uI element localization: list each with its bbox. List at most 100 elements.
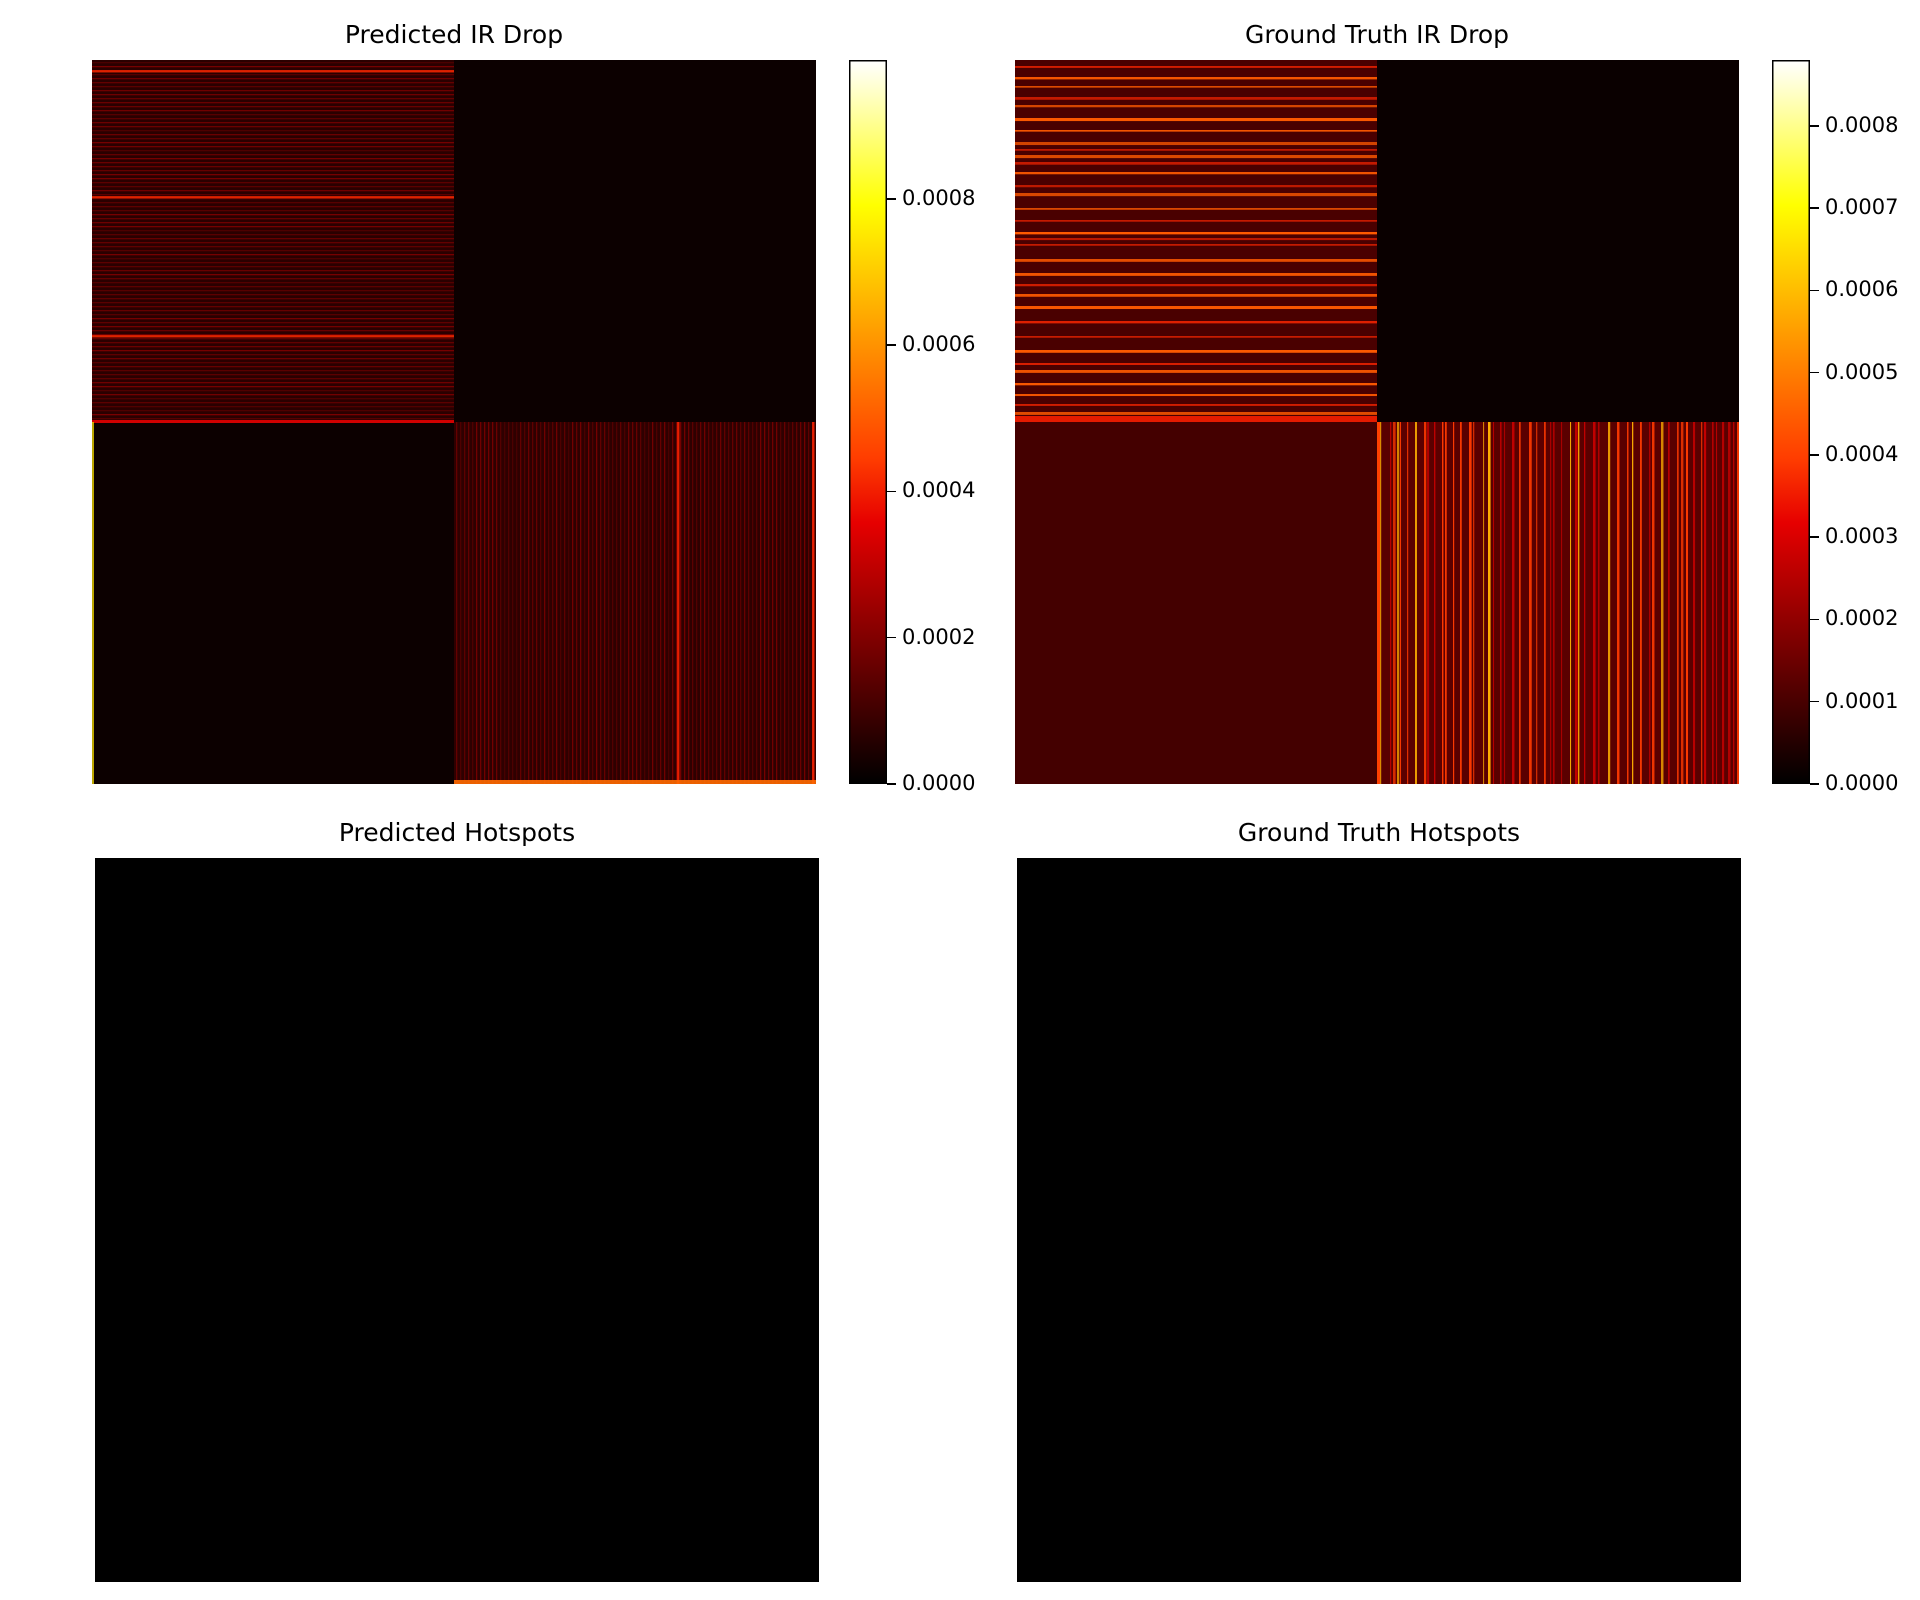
- pred-ir-vband: [768, 422, 770, 784]
- gt-ir-hstripe: [1015, 77, 1377, 80]
- pred-ir-band: [92, 294, 454, 296]
- pred-ir-vband: [656, 422, 658, 784]
- pred-ir-vband: [484, 422, 486, 784]
- pred-ir-vband-strong: [677, 422, 679, 784]
- gt-ir-hstripe: [1015, 208, 1377, 210]
- pred-ir-vband: [504, 422, 506, 784]
- pred-ir-band: [92, 362, 454, 364]
- pred-ir-vband: [680, 422, 682, 784]
- title-ground-truth-hotspots: Ground Truth Hotspots: [1237, 818, 1521, 847]
- pred-ir-vband: [736, 422, 738, 784]
- pred-ir-vband: [552, 422, 554, 784]
- pred-ir-vband: [684, 422, 686, 784]
- gt-ir-hstripe: [1015, 294, 1377, 297]
- gt-ir-vstripe: [1575, 422, 1578, 784]
- pred-ir-band-strong: [92, 71, 454, 73]
- pred-ir-vband-strong: [813, 422, 815, 784]
- gt-ir-hstripe: [1015, 336, 1377, 338]
- gt-ir-vstripe: [1460, 422, 1462, 784]
- colorbar-tick-mark: [1810, 371, 1819, 374]
- pred-ir-vband: [664, 422, 666, 784]
- pred-ir-vband: [560, 422, 562, 784]
- pred-ir-vband: [496, 422, 498, 784]
- colorbar-tick-mark: [887, 198, 896, 200]
- pred-ir-band: [92, 62, 454, 64]
- pred-ir-vband: [728, 422, 730, 784]
- pred-ir-band: [92, 214, 454, 216]
- gt-ir-vstripe: [1553, 422, 1555, 784]
- gt-ir-vstripe: [1427, 422, 1430, 784]
- gt-ir-vstripe: [1469, 422, 1472, 784]
- pred-ir-vband: [760, 422, 762, 784]
- gt-ir-vstripe: [1733, 422, 1735, 784]
- gt-ir-hstripe: [1015, 130, 1377, 132]
- pred-ir-band: [92, 178, 454, 180]
- pred-ir-quadrant-bottom-right: [454, 422, 816, 784]
- pred-ir-band: [92, 390, 454, 392]
- gt-ir-vstripe: [1453, 422, 1455, 784]
- pred-ir-vband: [756, 422, 758, 784]
- pred-ir-vband: [800, 422, 802, 784]
- pred-ir-band: [92, 350, 454, 352]
- pred-ir-vband: [688, 422, 690, 784]
- gt-ir-vstripe: [1407, 422, 1409, 784]
- gt-ir-vstripe: [1434, 422, 1436, 784]
- pred-ir-band: [92, 66, 454, 68]
- pred-ir-vband: [576, 422, 578, 784]
- pred-ir-band: [92, 234, 454, 236]
- pred-ir-bottom-edge: [454, 780, 816, 784]
- gt-ir-hstripe: [1015, 238, 1377, 241]
- pred-ir-vband: [544, 422, 546, 784]
- pred-ir-band: [92, 94, 454, 96]
- pred-ir-vband: [516, 422, 518, 784]
- heatmap-predicted-ir-drop: [92, 60, 816, 784]
- pred-ir-vband: [500, 422, 502, 784]
- pred-ir-vband: [772, 422, 774, 784]
- gt-ir-vstripe: [1652, 422, 1655, 784]
- pred-ir-quadrant-edge: [92, 420, 454, 423]
- pred-ir-band: [92, 250, 454, 252]
- gt-ir-hstripe: [1015, 404, 1377, 406]
- pred-ir-band: [92, 182, 454, 184]
- pred-ir-band: [92, 354, 454, 356]
- pred-ir-band: [92, 186, 454, 188]
- gt-ir-vstripe: [1500, 422, 1502, 784]
- pred-ir-band: [92, 286, 454, 288]
- pred-ir-band: [92, 326, 454, 328]
- pred-ir-vband: [600, 422, 602, 784]
- pred-ir-vband: [592, 422, 594, 784]
- gt-ir-vstripe: [1442, 422, 1444, 784]
- pred-ir-vband: [748, 422, 750, 784]
- gt-ir-hstripe: [1015, 350, 1377, 353]
- pred-ir-left-edge: [92, 422, 94, 784]
- pred-ir-band-strong: [92, 70, 454, 72]
- pred-ir-band: [92, 278, 454, 280]
- pred-ir-vband: [808, 422, 810, 784]
- gt-ir-vstripe: [1681, 422, 1684, 784]
- gt-ir-vstripe: [1512, 422, 1515, 784]
- pred-ir-band: [92, 106, 454, 108]
- pred-ir-vband: [596, 422, 598, 784]
- pred-ir-band: [92, 370, 454, 372]
- gt-ir-vstripe: [1415, 422, 1417, 784]
- colorbar-tick-label: 0.0002: [1825, 606, 1899, 631]
- gt-ir-hstripe: [1015, 232, 1377, 235]
- colorbar-tick-label: 0.0001: [1825, 688, 1899, 713]
- gt-ir-vstripe: [1737, 422, 1739, 784]
- pred-ir-vband: [568, 422, 570, 784]
- pred-ir-band: [92, 374, 454, 376]
- colorbar-tick-label: 0.0000: [902, 771, 976, 795]
- pred-ir-vband: [788, 422, 790, 784]
- pred-ir-band: [92, 194, 454, 196]
- gt-ir-hstripe: [1015, 172, 1377, 175]
- pred-ir-vband: [564, 422, 566, 784]
- pred-ir-band: [92, 366, 454, 368]
- colorbar-tick-label: 0.0003: [1825, 524, 1899, 549]
- gt-ir-hstripe: [1015, 155, 1377, 159]
- pred-ir-vband: [488, 422, 490, 784]
- pred-ir-vband: [588, 422, 590, 784]
- gt-ir-vstripe: [1570, 422, 1572, 784]
- pred-ir-vband: [716, 422, 718, 784]
- pred-ir-band: [92, 254, 454, 256]
- pred-ir-band: [92, 150, 454, 152]
